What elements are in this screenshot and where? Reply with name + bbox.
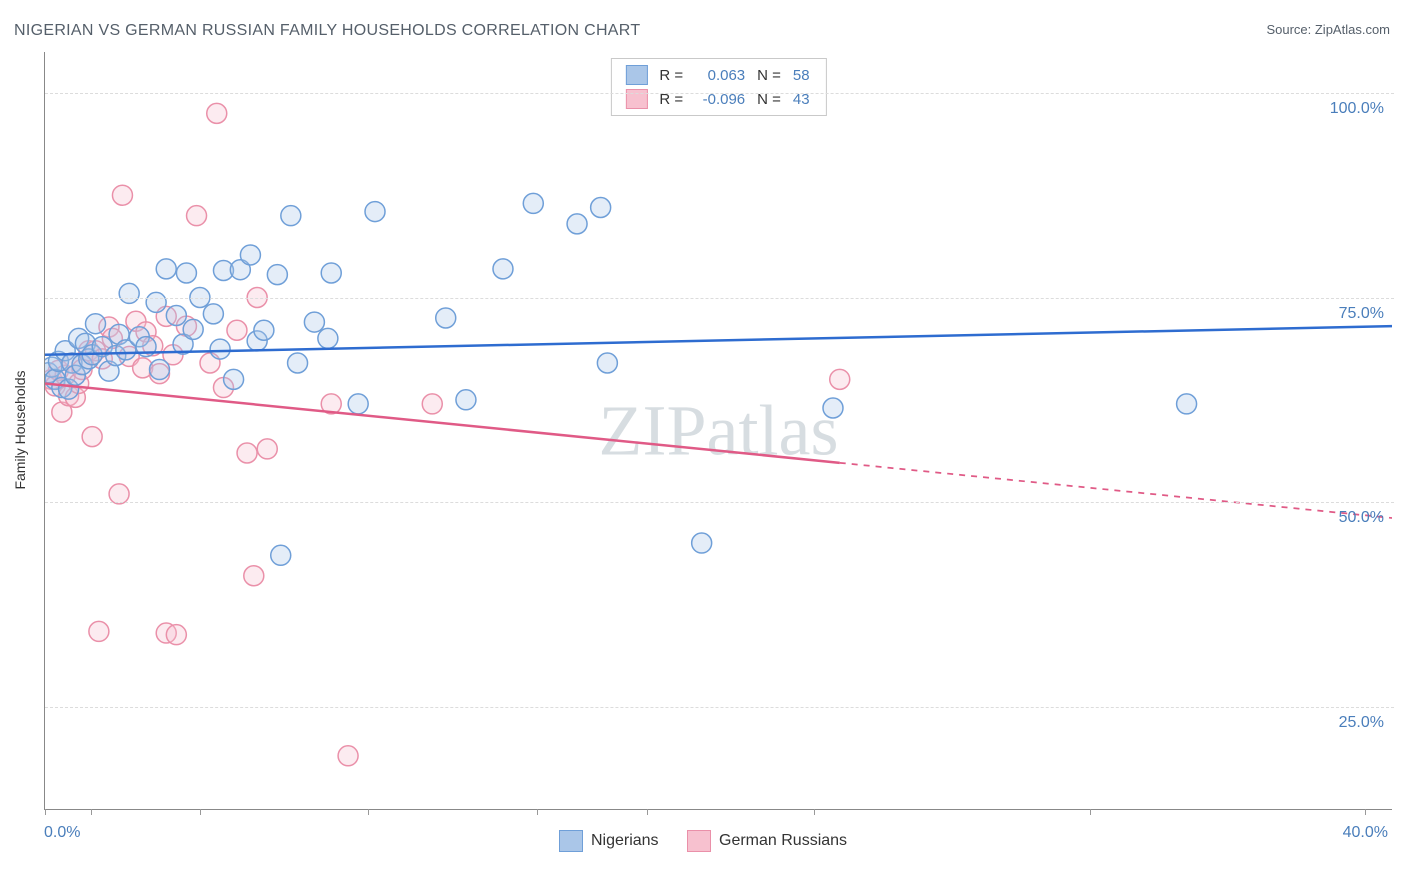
x-tick	[537, 809, 538, 815]
x-tick	[200, 809, 201, 815]
gridline	[45, 93, 1394, 94]
scatter-point	[224, 369, 244, 389]
legend-item-0: Nigerians	[559, 830, 659, 852]
scatter-point	[183, 319, 203, 339]
scatter-point	[119, 283, 139, 303]
scatter-point	[830, 369, 850, 389]
legend-bottom-swatch-1	[687, 830, 711, 852]
gridline	[45, 707, 1394, 708]
scatter-point	[523, 193, 543, 213]
trend-line	[45, 383, 840, 462]
scatter-point	[109, 484, 129, 504]
scatter-point	[493, 259, 513, 279]
scatter-point	[288, 353, 308, 373]
gridline	[45, 502, 1394, 503]
y-tick-label: 25.0%	[1339, 714, 1384, 732]
legend-bottom-swatch-0	[559, 830, 583, 852]
scatter-point	[436, 308, 456, 328]
scatter-point	[348, 394, 368, 414]
chart-container: NIGERIAN VS GERMAN RUSSIAN FAMILY HOUSEH…	[0, 0, 1406, 892]
scatter-point	[227, 320, 247, 340]
scatter-svg	[45, 52, 1392, 809]
scatter-point	[203, 304, 223, 324]
x-tick	[814, 809, 815, 815]
scatter-point	[318, 328, 338, 348]
scatter-point	[257, 439, 277, 459]
scatter-point	[86, 314, 106, 334]
scatter-point	[210, 339, 230, 359]
scatter-point	[146, 292, 166, 312]
y-tick-label: 75.0%	[1339, 305, 1384, 323]
plot-area: ZIPatlas R = 0.063 N = 58 R = -0.096 N =…	[44, 52, 1392, 810]
chart-title: NIGERIAN VS GERMAN RUSSIAN FAMILY HOUSEH…	[14, 22, 640, 40]
scatter-point	[112, 185, 132, 205]
scatter-point	[267, 265, 287, 285]
scatter-point	[591, 197, 611, 217]
legend-bottom-label-0: Nigerians	[591, 832, 659, 849]
scatter-point	[692, 533, 712, 553]
legend-series: Nigerians German Russians	[0, 830, 1406, 852]
scatter-point	[156, 259, 176, 279]
scatter-point	[187, 206, 207, 226]
scatter-point	[271, 545, 291, 565]
scatter-point	[207, 103, 227, 123]
scatter-point	[166, 625, 186, 645]
x-tick	[91, 809, 92, 815]
scatter-point	[240, 245, 260, 265]
x-tick	[647, 809, 648, 815]
scatter-point	[1177, 394, 1197, 414]
y-axis-title: Family Households	[12, 370, 28, 489]
y-tick-label: 50.0%	[1339, 509, 1384, 527]
scatter-point	[304, 312, 324, 332]
scatter-point	[82, 427, 102, 447]
scatter-point	[176, 263, 196, 283]
gridline	[45, 298, 1394, 299]
scatter-point	[321, 263, 341, 283]
x-tick	[1090, 809, 1091, 815]
scatter-point	[823, 398, 843, 418]
source-label: Source: ZipAtlas.com	[1266, 22, 1390, 37]
scatter-point	[597, 353, 617, 373]
scatter-point	[244, 566, 264, 586]
scatter-point	[166, 306, 186, 326]
y-tick-label: 100.0%	[1330, 100, 1384, 118]
scatter-point	[281, 206, 301, 226]
scatter-point	[89, 621, 109, 641]
x-tick	[1365, 809, 1366, 815]
x-tick	[368, 809, 369, 815]
scatter-point	[567, 214, 587, 234]
scatter-point	[365, 202, 385, 222]
scatter-point	[422, 394, 442, 414]
scatter-point	[237, 443, 257, 463]
scatter-point	[338, 746, 358, 766]
trend-line-extrapolated	[840, 463, 1392, 518]
legend-item-1: German Russians	[687, 830, 847, 852]
x-tick	[45, 809, 46, 815]
legend-bottom-label-1: German Russians	[719, 832, 847, 849]
scatter-point	[456, 390, 476, 410]
scatter-point	[149, 360, 169, 380]
scatter-point	[254, 320, 274, 340]
